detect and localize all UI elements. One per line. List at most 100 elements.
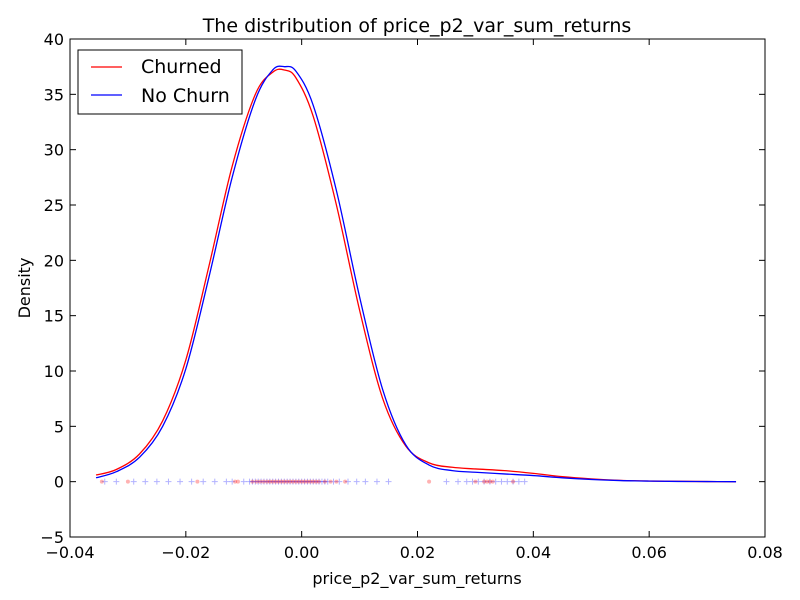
- x-axis-ticks: −0.04 −0.02 0.00 0.02 0.04 0.06 0.08: [45, 39, 783, 562]
- rug-mark-no-churn: [278, 478, 285, 485]
- rug-mark-no-churn: [269, 478, 276, 485]
- rug-mark-churned: [343, 479, 348, 484]
- rug-mark-churned: [261, 479, 266, 484]
- x-tick-label: 0.04: [516, 543, 552, 562]
- rug-mark-churned: [288, 479, 293, 484]
- rug-mark-churned: [473, 479, 478, 484]
- y-axis-ticks: −5 0 5 10 15 20 25 30 35 40: [40, 30, 765, 547]
- y-tick-label: −5: [40, 528, 64, 547]
- rug-mark-churned: [235, 479, 240, 484]
- x-tick-label: 0.06: [631, 543, 667, 562]
- rug-mark-no-churn: [515, 478, 522, 485]
- rug-mark-no-churn: [443, 478, 450, 485]
- rug-mark-churned: [267, 479, 272, 484]
- rug-mark-no-churn: [313, 478, 320, 485]
- rug-mark-churned: [317, 479, 322, 484]
- rug-mark-no-churn: [275, 478, 282, 485]
- rug-mark-churned: [195, 479, 200, 484]
- rug-mark-churned: [311, 479, 316, 484]
- x-axis-label: price_p2_var_sum_returns: [312, 569, 521, 589]
- rug-mark-no-churn: [165, 478, 172, 485]
- y-tick-label: 40: [44, 30, 64, 49]
- rug-mark-no-churn: [463, 478, 470, 485]
- rug-mark-churned: [125, 479, 130, 484]
- rug-mark-no-churn: [510, 478, 517, 485]
- rug-mark-no-churn: [321, 478, 328, 485]
- rug-mark-no-churn: [298, 478, 305, 485]
- series-lines: [95, 65, 737, 483]
- rug-mark-no-churn: [373, 478, 380, 485]
- rug-mark-no-churn: [101, 478, 108, 485]
- rug-mark-no-churn: [455, 478, 462, 485]
- rug-mark-no-churn: [229, 478, 236, 485]
- rug-mark-no-churn: [295, 478, 302, 485]
- rug-mark-churned: [334, 479, 339, 484]
- rug-mark-no-churn: [284, 478, 291, 485]
- rug-mark-churned: [233, 479, 238, 484]
- rug-mark-no-churn: [353, 478, 360, 485]
- rug-mark-churned: [285, 479, 290, 484]
- rug-mark-churned: [264, 479, 269, 484]
- rug-mark-no-churn: [249, 478, 256, 485]
- series-line-no-churn: [95, 65, 737, 483]
- rug-mark-no-churn: [258, 478, 265, 485]
- rug-mark-no-churn: [289, 478, 296, 485]
- x-tick-label: 0.02: [400, 543, 436, 562]
- rug-mark-churned: [482, 479, 487, 484]
- x-tick-label: 0.08: [747, 543, 783, 562]
- rug-mark-churned: [302, 479, 307, 484]
- rug-mark-churned: [250, 479, 255, 484]
- rug-mark-no-churn: [252, 478, 259, 485]
- rug-mark-churned: [99, 479, 104, 484]
- rug-mark-churned: [276, 479, 281, 484]
- rug-mark-no-churn: [336, 478, 343, 485]
- legend-label-no-churn: No Churn: [141, 85, 230, 107]
- rug-mark-no-churn: [307, 478, 314, 485]
- rug-mark-no-churn: [504, 478, 511, 485]
- rug-mark-no-churn: [492, 478, 499, 485]
- rug-mark-no-churn: [345, 478, 351, 485]
- rug-mark-no-churn: [246, 478, 253, 485]
- rug-mark-no-churn: [481, 478, 488, 485]
- rug-mark-no-churn: [475, 478, 482, 485]
- y-tick-label: 35: [44, 85, 64, 104]
- y-axis-label: Density: [15, 258, 34, 319]
- rug-mark-churned: [270, 479, 275, 484]
- rug-mark-churned: [487, 479, 492, 484]
- rug-mark-no-churn: [301, 478, 308, 485]
- rug-mark-no-churn: [385, 478, 392, 485]
- y-tick-label: 10: [44, 362, 64, 381]
- y-tick-label: 0: [54, 473, 64, 492]
- rug-mark-churned: [322, 479, 327, 484]
- rug-mark-churned: [293, 479, 298, 484]
- rug-mark-no-churn: [521, 478, 528, 485]
- rug-mark-churned: [282, 479, 287, 484]
- rug-mark-no-churn: [266, 478, 273, 485]
- rug-mark-churned: [308, 479, 313, 484]
- legend-box: [77, 49, 243, 115]
- rug-mark-churned: [427, 479, 432, 484]
- rug-mark-no-churn: [330, 478, 337, 485]
- rug-mark-no-churn: [263, 478, 270, 485]
- rug-mark-no-churn: [211, 478, 218, 485]
- y-tick-label: 20: [44, 251, 64, 270]
- rug-mark-no-churn: [287, 478, 294, 485]
- rug-mark-no-churn: [469, 478, 476, 485]
- y-tick-label: 30: [44, 141, 64, 160]
- rug-mark-churned: [273, 479, 278, 484]
- rug-mark-no-churn: [153, 478, 160, 485]
- rug-mark-no-churn: [188, 478, 195, 485]
- rug-mark-churned: [485, 479, 489, 484]
- x-tick-label: −0.04: [45, 543, 94, 562]
- rug-mark-no-churn: [261, 478, 268, 485]
- rug-mark-no-churn: [255, 478, 262, 485]
- rug-mark-no-churn: [498, 478, 505, 485]
- rug-mark-churned: [314, 479, 319, 484]
- rug-mark-no-churn: [142, 478, 149, 485]
- rug-mark-no-churn: [200, 478, 207, 485]
- rug-mark-no-churn: [177, 478, 184, 485]
- rug-mark-no-churn: [223, 478, 230, 485]
- rug-mark-no-churn: [362, 478, 369, 485]
- y-tick-label: 25: [44, 196, 64, 215]
